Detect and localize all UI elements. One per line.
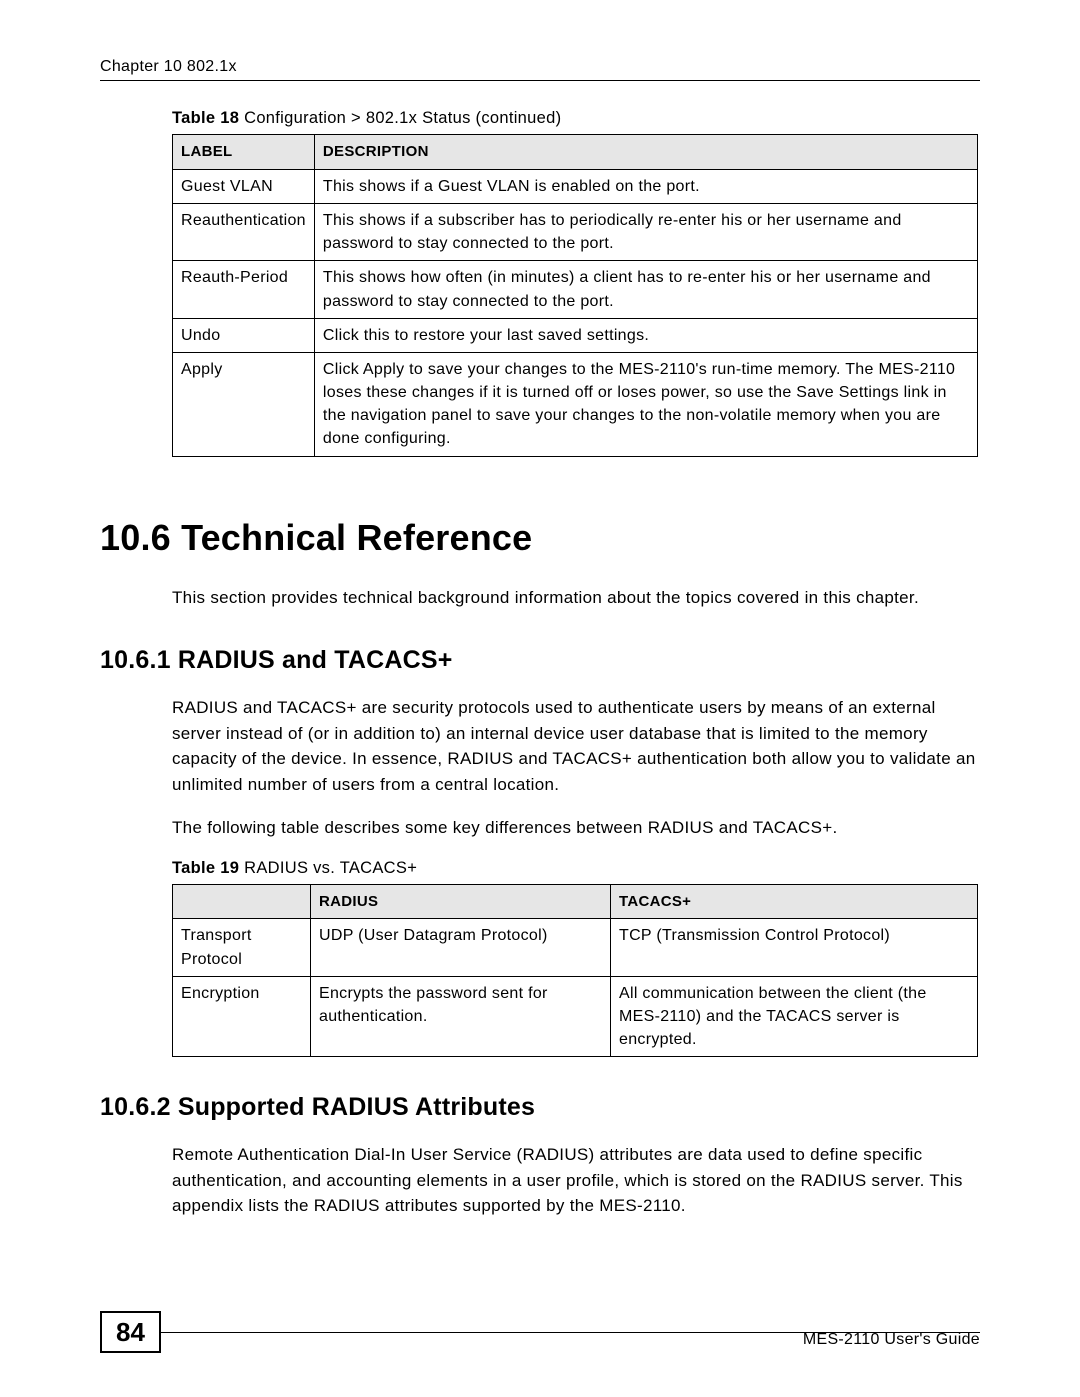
table18-caption: Table 18 Configuration > 802.1x Status (… (172, 109, 980, 128)
cell-label: Reauthentication (173, 203, 315, 260)
header-rule (100, 80, 980, 81)
page: Chapter 10 802.1x Table 18 Configuration… (0, 0, 1080, 1397)
heading-10-6-1: 10.6.1 RADIUS and TACACS+ (100, 646, 980, 675)
cell-rowlabel: Transport Protocol (173, 919, 311, 976)
cell-radius: Encrypts the password sent for authentic… (311, 976, 611, 1057)
paragraph-radius-tacacs-1: RADIUS and TACACS+ are security protocol… (172, 695, 980, 797)
table19-col-blank (173, 884, 311, 919)
table19-col-tacacs: TACACS+ (611, 884, 978, 919)
cell-desc: This shows how often (in minutes) a clie… (314, 261, 977, 318)
table-row: Transport Protocol UDP (User Datagram Pr… (173, 919, 978, 976)
intro-paragraph: This section provides technical backgrou… (172, 585, 980, 611)
cell-tacacs: All communication between the client (th… (611, 976, 978, 1057)
table18-col-description: DESCRIPTION (314, 135, 977, 170)
table19-caption-bold: Table 19 (172, 859, 239, 877)
table18-col-label: LABEL (173, 135, 315, 170)
cell-radius: UDP (User Datagram Protocol) (311, 919, 611, 976)
cell-desc: This shows if a subscriber has to period… (314, 203, 977, 260)
cell-desc: Click this to restore your last saved se… (314, 318, 977, 352)
table19: RADIUS TACACS+ Transport Protocol UDP (U… (172, 884, 978, 1058)
paragraph-supported-radius: Remote Authentication Dial-In User Servi… (172, 1142, 980, 1219)
page-footer: 84 MES-2110 User's Guide (100, 1311, 980, 1349)
table-row: Guest VLAN This shows if a Guest VLAN is… (173, 169, 978, 203)
table18: LABEL DESCRIPTION Guest VLAN This shows … (172, 134, 978, 457)
cell-rowlabel: Encryption (173, 976, 311, 1057)
cell-desc: Click Apply to save your changes to the … (314, 352, 977, 456)
cell-tacacs: TCP (Transmission Control Protocol) (611, 919, 978, 976)
heading-10-6-2: 10.6.2 Supported RADIUS Attributes (100, 1093, 980, 1122)
table-row: Reauthentication This shows if a subscri… (173, 203, 978, 260)
table19-caption-rest: RADIUS vs. TACACS+ (239, 859, 417, 877)
cell-label: Apply (173, 352, 315, 456)
cell-label: Undo (173, 318, 315, 352)
cell-desc: This shows if a Guest VLAN is enabled on… (314, 169, 977, 203)
page-number: 84 (100, 1311, 161, 1353)
heading-10-6: 10.6 Technical Reference (100, 517, 980, 559)
table18-caption-bold: Table 18 (172, 109, 239, 127)
table-row: Undo Click this to restore your last sav… (173, 318, 978, 352)
cell-label: Guest VLAN (173, 169, 315, 203)
cell-label: Reauth-Period (173, 261, 315, 318)
table-row: Encryption Encrypts the password sent fo… (173, 976, 978, 1057)
table19-col-radius: RADIUS (311, 884, 611, 919)
table-row: Apply Click Apply to save your changes t… (173, 352, 978, 456)
footer-rule (161, 1332, 980, 1333)
paragraph-radius-tacacs-2: The following table describes some key d… (172, 815, 980, 841)
table19-caption: Table 19 RADIUS vs. TACACS+ (172, 859, 980, 878)
table-row: Reauth-Period This shows how often (in m… (173, 261, 978, 318)
table18-caption-rest: Configuration > 802.1x Status (continued… (239, 109, 561, 127)
chapter-header: Chapter 10 802.1x (100, 58, 980, 76)
